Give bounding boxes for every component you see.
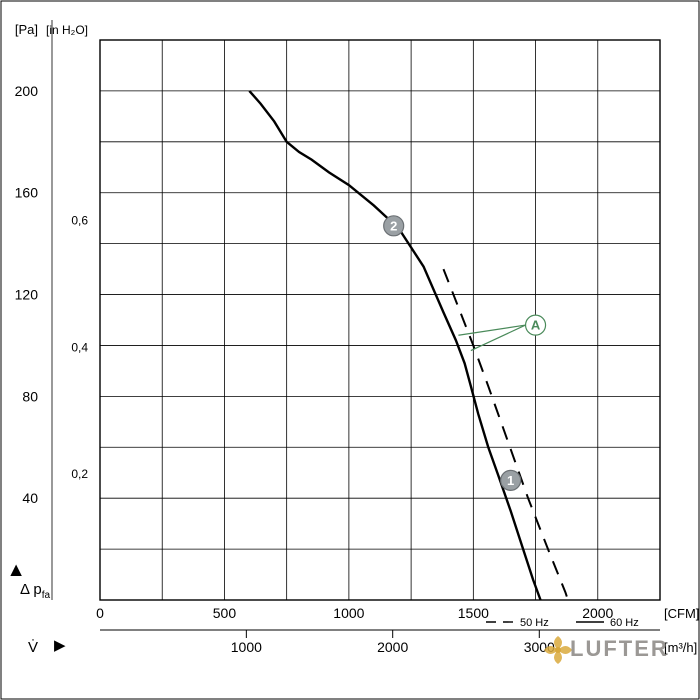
x-tick-cfm: 0 xyxy=(96,605,104,621)
x-tick-m3h: 1000 xyxy=(231,639,262,655)
y-tick-pa: 40 xyxy=(22,490,38,506)
y-unit-pa: [Pa] xyxy=(15,22,38,37)
x-axis-symbol: V̇ xyxy=(28,639,38,656)
marker-2-label: 2 xyxy=(390,218,397,233)
x-axis-arrow-icon: ▶ xyxy=(54,637,66,654)
x-unit-m3h: [m³/h] xyxy=(664,640,697,655)
x-tick-cfm: 1000 xyxy=(333,605,364,621)
y-tick-inh2o: 0,4 xyxy=(71,340,88,354)
x-tick-m3h: 2000 xyxy=(377,639,408,655)
x-tick-cfm: 2000 xyxy=(582,605,613,621)
x-unit-cfm: [CFM] xyxy=(664,606,699,621)
plot-area xyxy=(100,40,660,600)
y-tick-pa: 200 xyxy=(15,83,39,99)
y-tick-pa: 160 xyxy=(15,185,39,201)
legend-label: 50 Hz xyxy=(520,617,549,629)
y-axis-symbol: Δ pfa xyxy=(20,581,50,601)
marker-1-label: 1 xyxy=(507,473,514,488)
curve-50hz xyxy=(443,269,567,600)
legend-label: 60 Hz xyxy=(610,617,639,629)
logo-text: LUFTER xyxy=(570,636,669,661)
y-tick-pa: 120 xyxy=(15,287,39,303)
marker-A-label: A xyxy=(531,318,541,333)
y-tick-inh2o: 0,2 xyxy=(71,467,88,481)
y-tick-pa: 80 xyxy=(22,388,38,404)
y-tick-inh2o: 0,6 xyxy=(71,214,88,228)
x-tick-cfm: 1500 xyxy=(458,605,489,621)
x-tick-cfm: 500 xyxy=(213,605,237,621)
y-axis-arrow-icon: ▶ xyxy=(7,564,24,576)
